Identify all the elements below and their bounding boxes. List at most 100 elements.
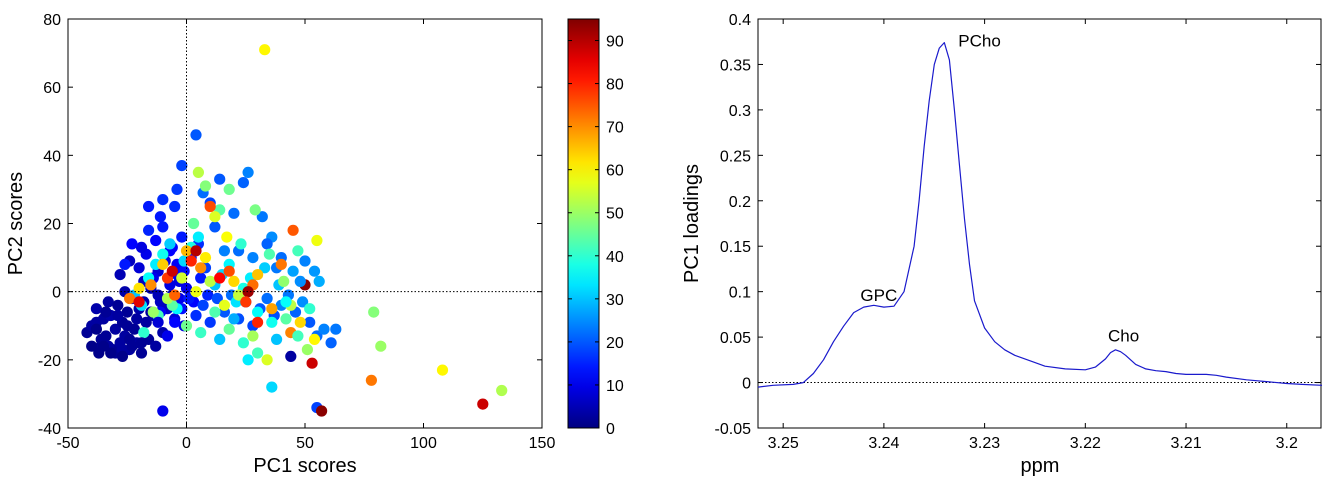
scatter-point — [116, 350, 129, 362]
scatter-point — [105, 347, 117, 359]
scatter-point — [133, 296, 145, 308]
scatter-point — [112, 299, 124, 311]
scatter-point — [157, 221, 169, 233]
scatter-point — [233, 289, 245, 301]
scatter-point — [204, 316, 216, 328]
scatter-point — [308, 265, 321, 277]
scatter-x-tick-label: 100 — [410, 435, 437, 452]
loadings-x-tick-label: 3.22 — [1070, 435, 1101, 452]
scatter-point — [252, 306, 264, 318]
scatter-point — [147, 306, 159, 318]
scatter-point — [266, 381, 278, 393]
scatter-point — [204, 200, 216, 213]
scatter-point — [228, 207, 240, 219]
scatter-point — [126, 340, 138, 352]
scatter-point — [259, 44, 271, 56]
scatter-point — [365, 374, 377, 386]
scatter-point — [192, 166, 204, 178]
scatter-x-tick-label: 50 — [296, 435, 314, 452]
scatter-point — [176, 160, 188, 172]
scatter-point — [221, 231, 233, 243]
scatter-x-ticks: -50 0 50 100 150 — [56, 19, 555, 452]
loadings-annotations: GPC PCho Cho — [860, 31, 1139, 345]
scatter-point — [247, 330, 259, 342]
colorbar-tick-label: 30 — [606, 292, 624, 309]
scatter-point — [297, 296, 309, 308]
scatter-point — [102, 296, 114, 308]
loadings-x-tick-label: 3.23 — [969, 435, 1000, 452]
scatter-point — [240, 296, 252, 308]
loadings-x-tick-label: 3.25 — [768, 435, 799, 452]
scatter-point — [180, 320, 193, 332]
loadings-y-tick-label: 0.05 — [720, 330, 751, 347]
scatter-point — [114, 269, 126, 281]
scatter-point — [259, 262, 271, 274]
loadings-x-ticks: 3.25 3.24 3.23 3.22 3.21 3.2 — [768, 19, 1298, 452]
scatter-y-axis-label: PC2 scores — [5, 172, 27, 275]
scatter-point — [90, 303, 102, 315]
scatter-point — [185, 255, 197, 267]
colorbar-tick-label: 0 — [606, 421, 615, 438]
scatter-point — [157, 258, 169, 270]
loadings-line — [757, 42, 1323, 388]
scatter-point — [308, 333, 321, 345]
scatter-point — [263, 248, 275, 260]
scatter-point — [157, 194, 169, 206]
scatter-point — [304, 316, 316, 328]
scatter-point — [214, 272, 226, 284]
scatter-point — [176, 272, 188, 284]
scatter-y-tick-label: 80 — [43, 12, 61, 29]
scatter-point — [242, 166, 254, 178]
scatter-point — [330, 323, 342, 335]
scatter-point — [223, 183, 235, 195]
scatter-point — [316, 405, 328, 417]
scatter-x-tick-label: 150 — [529, 435, 556, 452]
scatter-point — [285, 350, 297, 362]
scatter-point — [197, 299, 209, 311]
scatter-point — [252, 316, 264, 328]
colorbar-tick-label: 80 — [606, 77, 624, 94]
loadings-axes-box — [757, 18, 1322, 429]
scatter-y-ticks: -40 -20 0 20 40 60 80 — [38, 12, 542, 438]
scatter-point — [266, 303, 278, 315]
scatter-point — [280, 313, 292, 325]
scatter-axes-box — [67, 18, 543, 429]
scatter-y-tick-label: -20 — [38, 353, 61, 370]
scatter-point — [228, 275, 240, 287]
scatter-point — [195, 272, 207, 284]
scatter-point — [195, 327, 207, 339]
scatter-point — [214, 333, 226, 345]
scatter-point — [256, 211, 268, 223]
colorbar-tick-label: 60 — [606, 163, 624, 180]
scatter-point — [190, 245, 202, 257]
scatter-point — [119, 258, 131, 270]
colorbar-gradient — [567, 18, 600, 429]
scatter-point — [278, 275, 290, 287]
scatter-point — [121, 320, 133, 332]
scatter-point — [152, 289, 164, 301]
loadings-y-tick-label: 0.25 — [720, 148, 751, 165]
scatter-point — [318, 323, 330, 335]
scatter-point — [287, 265, 299, 277]
scatter-point — [294, 275, 306, 287]
scatter-point — [190, 286, 202, 298]
scatter-point — [176, 231, 188, 243]
scatter-point — [211, 292, 223, 305]
loadings-x-axis-label: ppm — [1021, 455, 1060, 477]
colorbar-tick-label: 90 — [606, 34, 624, 51]
loadings-y-tick-label: 0.3 — [729, 103, 751, 120]
scatter-point — [280, 296, 292, 308]
scatter-x-tick-label: 0 — [182, 435, 191, 452]
scatter-point — [223, 265, 235, 277]
scatter-point — [195, 262, 207, 274]
scatter-point — [180, 282, 193, 294]
colorbar-ticks: 0 10 20 30 40 50 60 70 80 90 — [568, 34, 624, 438]
loadings-x-tick-label: 3.21 — [1170, 435, 1201, 452]
scatter-point — [311, 234, 323, 247]
scatter-point — [287, 224, 299, 236]
scatter-point — [171, 183, 183, 195]
scatter-point — [154, 211, 166, 223]
scatter-point — [188, 217, 200, 230]
